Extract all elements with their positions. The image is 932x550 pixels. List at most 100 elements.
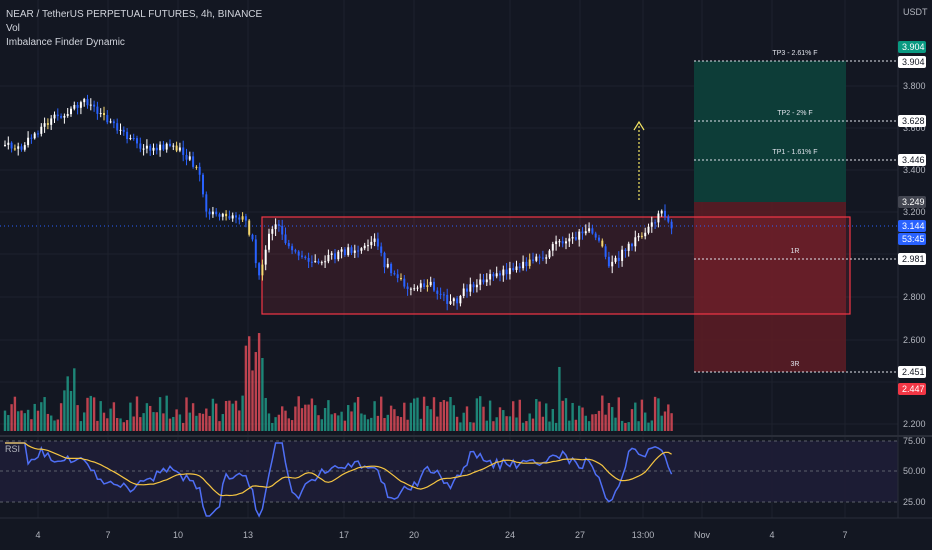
volume-bar — [584, 415, 587, 431]
volume-bar — [86, 397, 89, 431]
symbol-title[interactable]: NEAR / TetherUS PERPETUAL FUTURES, 4h, B… — [6, 9, 263, 20]
svg-text:3.144: 3.144 — [902, 221, 925, 231]
candle — [159, 141, 162, 157]
volume-bar — [647, 422, 650, 431]
volume-indicator-label[interactable]: Vol — [6, 23, 20, 34]
volume-bar — [122, 422, 125, 431]
candle — [142, 144, 145, 156]
price-tags: 3.904 3.904 3.628 3.446 3.249 3.144 53:45 2.981… — [898, 41, 926, 395]
svg-text:2.447: 2.447 — [902, 384, 925, 394]
volume-bar — [594, 414, 597, 431]
candle — [251, 233, 254, 242]
candle — [598, 234, 600, 243]
volume-bar — [601, 395, 604, 431]
candle — [617, 251, 620, 268]
candle — [215, 208, 218, 217]
candle — [185, 148, 188, 166]
price-tag: 3.249 — [898, 196, 926, 208]
candle — [126, 128, 129, 144]
candle — [281, 219, 284, 240]
volume-bar — [525, 421, 528, 431]
volume-bar — [119, 418, 122, 431]
rsi-line — [5, 442, 673, 518]
volume-bar — [73, 368, 76, 431]
candle — [555, 235, 558, 251]
volume-bar — [56, 419, 59, 431]
candle — [53, 111, 56, 123]
candle — [532, 252, 534, 264]
candle — [367, 239, 369, 252]
time-tick-label: 17 — [339, 530, 349, 540]
stop-zone[interactable] — [694, 202, 846, 372]
candle — [60, 113, 63, 119]
candle — [66, 107, 69, 118]
candle — [660, 209, 663, 217]
candle — [403, 275, 406, 289]
volume-bar — [373, 401, 376, 431]
volume-bar — [333, 413, 337, 431]
candle — [152, 143, 155, 156]
volume-bar — [149, 405, 152, 431]
volume-bar — [363, 414, 366, 431]
tp3-label: TP3 - 2.61% F — [772, 50, 817, 57]
rsi-axis[interactable]: 75.00 50.00 25.00 — [903, 436, 926, 507]
candle — [664, 204, 666, 221]
volume-bar — [145, 403, 149, 431]
candle — [27, 131, 30, 148]
price-tick-label: 2.200 — [903, 419, 926, 429]
volume-bar — [353, 402, 356, 431]
volume-bar — [158, 397, 162, 431]
volume-bar — [505, 416, 508, 431]
time-tick-label: 10 — [173, 530, 183, 540]
volume-bar — [459, 422, 462, 431]
time-axis[interactable]: 4 7 10 13 17 20 24 27 13:00 Nov 4 7 — [35, 530, 847, 540]
target-zone[interactable] — [694, 61, 846, 202]
volume-bar — [502, 410, 505, 431]
volume-bar — [663, 411, 667, 431]
candlestick-series[interactable] — [4, 94, 673, 311]
candle — [271, 226, 274, 241]
volume-bar — [50, 415, 53, 431]
volume-bar — [634, 402, 637, 431]
candle — [235, 212, 237, 224]
imbalance-indicator-label[interactable]: Imbalance Finder Dynamic — [6, 37, 125, 48]
volume-bar — [617, 397, 620, 431]
price-axis[interactable]: 3.800 3.600 3.400 3.200 2.800 2.600 2.200 — [903, 81, 926, 429]
rsi-tick-label: 75.00 — [903, 436, 926, 446]
candle — [584, 224, 587, 236]
candle — [287, 239, 290, 249]
volume-bar — [426, 405, 429, 431]
rsi-pane[interactable] — [0, 441, 898, 502]
price-tag: 2.447 — [898, 383, 926, 395]
volume-bar — [89, 395, 92, 431]
volume-bar — [611, 407, 614, 431]
candle — [317, 258, 320, 265]
volume-bar — [383, 418, 386, 431]
volume-bar — [360, 413, 363, 431]
candle — [489, 269, 492, 286]
volume-bar — [350, 411, 353, 431]
candle — [46, 118, 49, 130]
candle — [109, 118, 112, 124]
candle — [393, 270, 396, 276]
volume-bar — [587, 421, 591, 431]
svg-text:3.249: 3.249 — [902, 197, 925, 207]
svg-text:53:45: 53:45 — [902, 234, 925, 244]
candle — [386, 258, 389, 269]
range-box[interactable] — [261, 216, 851, 315]
volume-bar — [548, 421, 551, 431]
volume-bar — [46, 413, 50, 431]
candle — [482, 274, 485, 285]
time-tick-label: 4 — [35, 530, 40, 540]
candle — [188, 151, 191, 162]
volume-bar — [409, 402, 413, 431]
volume-bar — [33, 403, 36, 431]
volume-bar — [518, 399, 521, 431]
candle — [541, 250, 544, 262]
volume-bar — [627, 422, 630, 431]
volume-bar — [558, 366, 561, 431]
candle — [172, 143, 175, 151]
candle — [112, 119, 115, 129]
volume-bar — [538, 401, 541, 431]
